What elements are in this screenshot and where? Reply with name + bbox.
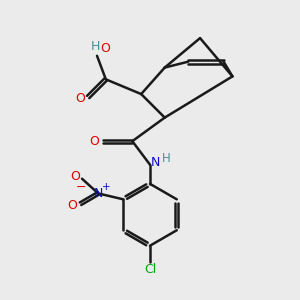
Text: Cl: Cl [144,263,156,276]
Text: H: H [91,40,100,53]
Text: H: H [162,152,171,165]
Text: −: − [75,181,86,194]
Text: O: O [100,42,110,55]
Text: N: N [94,187,104,200]
Text: O: O [70,170,80,183]
Text: O: O [90,135,100,148]
Text: +: + [102,182,111,192]
Text: N: N [151,156,160,169]
Text: O: O [75,92,85,105]
Text: O: O [67,199,77,212]
